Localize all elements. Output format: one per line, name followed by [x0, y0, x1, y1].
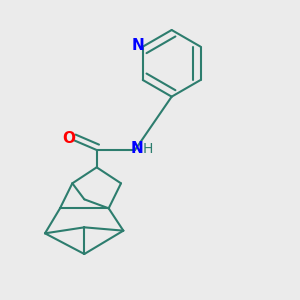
Text: O: O	[62, 131, 76, 146]
Text: N: N	[130, 141, 143, 156]
Text: N: N	[132, 38, 145, 53]
Text: H: H	[142, 142, 153, 156]
